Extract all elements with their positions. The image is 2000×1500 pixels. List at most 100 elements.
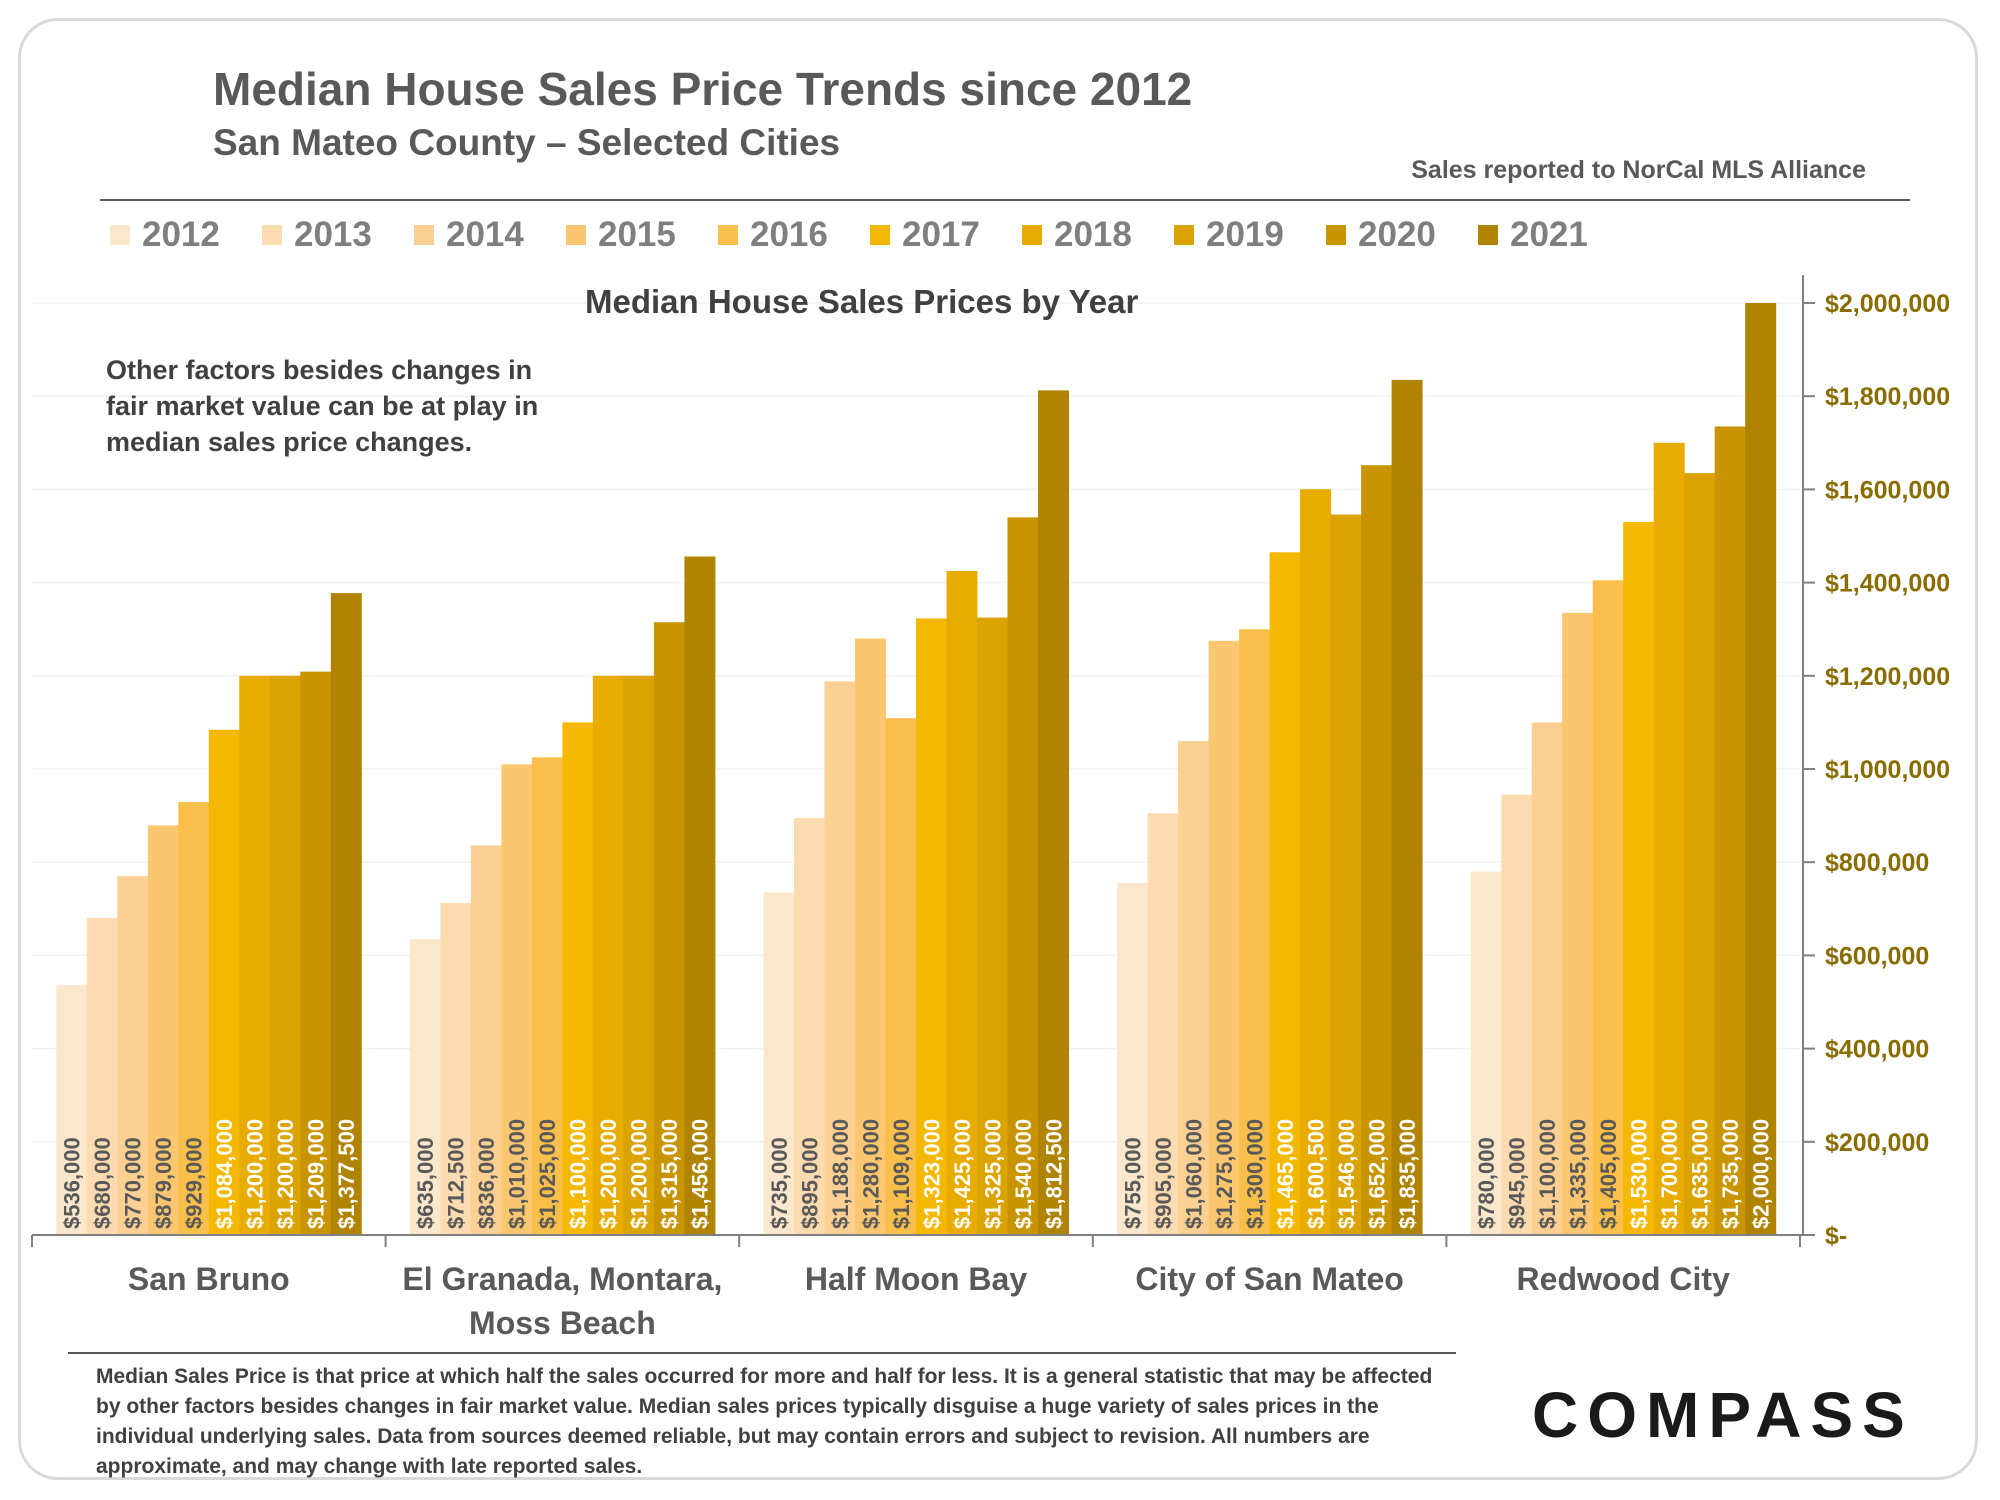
bar-2013 bbox=[1147, 813, 1179, 1235]
bar-value-label: $755,000 bbox=[1120, 1137, 1145, 1229]
bar-value-label: $635,000 bbox=[413, 1137, 438, 1229]
bar-value-label: $1,530,000 bbox=[1626, 1119, 1651, 1229]
legend-label: 2018 bbox=[1054, 215, 1132, 254]
bar-value-label: $1,200,000 bbox=[596, 1119, 621, 1229]
bar-value-label: $1,060,000 bbox=[1181, 1119, 1206, 1229]
bar-2012 bbox=[1470, 871, 1502, 1235]
bar-value-label: $1,025,000 bbox=[535, 1119, 560, 1229]
y-tick-label: $2,000,000 bbox=[1825, 290, 1950, 318]
bar-2017 bbox=[916, 618, 947, 1235]
bar-2017 bbox=[208, 729, 240, 1235]
bar-value-label: $1,010,000 bbox=[505, 1119, 530, 1229]
legend-swatch bbox=[1174, 225, 1194, 245]
bar-2015 bbox=[1562, 612, 1594, 1235]
category-label: City of San Mateo bbox=[1135, 1261, 1403, 1297]
y-tick-label: $- bbox=[1825, 1222, 1847, 1250]
bar-value-label: $929,000 bbox=[182, 1137, 207, 1229]
bar-value-label: $905,000 bbox=[1151, 1137, 1176, 1229]
page-subtitle: San Mateo County – Selected Cities bbox=[213, 122, 841, 163]
legend-item-2013: 2013 bbox=[262, 215, 414, 255]
bar-value-label: $1,200,000 bbox=[243, 1119, 268, 1229]
bar-value-label: $1,325,000 bbox=[980, 1119, 1005, 1229]
legend-swatch bbox=[1022, 225, 1042, 245]
bar-2013 bbox=[86, 918, 118, 1235]
page-title: Median House Sales Price Trends since 20… bbox=[213, 63, 1193, 115]
bar-2019 bbox=[269, 675, 301, 1235]
bar-2017 bbox=[1269, 552, 1301, 1235]
legend-swatch bbox=[566, 225, 586, 245]
legend-item-2021: 2021 bbox=[1478, 215, 1630, 255]
bar-value-label: $712,500 bbox=[444, 1137, 469, 1229]
legend-swatch bbox=[1478, 225, 1498, 245]
y-tick-label: $800,000 bbox=[1825, 849, 1929, 877]
chart-annotation: Other factors besides changes in fair ma… bbox=[106, 355, 539, 457]
bar-2014 bbox=[1531, 722, 1563, 1235]
bar-value-label: $780,000 bbox=[1474, 1137, 1499, 1229]
bar-2021 bbox=[1391, 379, 1423, 1235]
legend-swatch bbox=[718, 225, 738, 245]
bar-value-label: $1,635,000 bbox=[1687, 1119, 1712, 1229]
bar-value-label: $1,652,000 bbox=[1364, 1119, 1389, 1229]
bar-value-label: $1,300,000 bbox=[1242, 1119, 1267, 1229]
bar-2020 bbox=[1007, 517, 1039, 1235]
legend-label: 2014 bbox=[446, 215, 524, 254]
legend-item-2020: 2020 bbox=[1326, 215, 1478, 255]
y-tick-label: $400,000 bbox=[1825, 1036, 1929, 1064]
bar-2019 bbox=[977, 617, 1008, 1235]
bar-2018 bbox=[946, 570, 978, 1235]
bar-value-label: $1,100,000 bbox=[1535, 1119, 1560, 1229]
header-divider bbox=[100, 199, 1910, 201]
category-label: Redwood City bbox=[1517, 1261, 1731, 1297]
bar-2016 bbox=[178, 802, 210, 1235]
bar-2016 bbox=[885, 718, 917, 1235]
bar-2014 bbox=[117, 876, 149, 1235]
legend-item-2017: 2017 bbox=[870, 215, 1022, 255]
bar-value-label: $1,425,000 bbox=[950, 1119, 975, 1229]
legend-swatch bbox=[110, 225, 130, 245]
y-tick-label: $600,000 bbox=[1825, 942, 1929, 970]
bar-2014 bbox=[470, 845, 502, 1235]
bar-2019 bbox=[623, 675, 655, 1235]
footnote: Median Sales Price is that price at whic… bbox=[96, 1365, 1433, 1478]
legend-item-2016: 2016 bbox=[718, 215, 870, 255]
legend-label: 2017 bbox=[902, 215, 980, 254]
bar-2020 bbox=[1714, 426, 1746, 1235]
bar-value-label: $1,209,000 bbox=[304, 1119, 329, 1229]
bar-2012 bbox=[1117, 883, 1149, 1235]
legend-item-2012: 2012 bbox=[110, 215, 262, 255]
bar-value-label: $1,335,000 bbox=[1565, 1119, 1590, 1229]
bar-2017 bbox=[562, 722, 594, 1235]
bar-value-label: $1,188,000 bbox=[828, 1119, 853, 1229]
bar-2021 bbox=[330, 593, 362, 1235]
bar-2018 bbox=[239, 675, 271, 1235]
bar-value-label: $1,323,000 bbox=[919, 1119, 944, 1229]
category-label: Half Moon Bay bbox=[805, 1261, 1027, 1297]
bar-2013 bbox=[794, 817, 825, 1235]
bar-value-label: $945,000 bbox=[1504, 1137, 1529, 1229]
bar-2019 bbox=[1684, 473, 1716, 1236]
bar-value-label: $1,280,000 bbox=[858, 1119, 883, 1229]
bar-2018 bbox=[592, 675, 624, 1235]
bar-value-label: $680,000 bbox=[90, 1137, 115, 1229]
legend-label: 2020 bbox=[1358, 215, 1436, 254]
bar-2021 bbox=[1745, 303, 1777, 1235]
bar-2016 bbox=[1239, 629, 1271, 1235]
bar-value-label: $1,600,500 bbox=[1303, 1119, 1328, 1229]
y-tick-label: $1,600,000 bbox=[1825, 476, 1950, 504]
y-tick-label: $1,800,000 bbox=[1825, 383, 1950, 411]
bar-2015 bbox=[855, 638, 886, 1235]
compass-logo: COMPASS bbox=[1532, 1379, 1914, 1451]
legend-label: 2016 bbox=[750, 215, 828, 254]
bar-value-label: $1,315,000 bbox=[657, 1119, 682, 1229]
source-note: Sales reported to NorCal MLS Alliance bbox=[1411, 156, 1866, 184]
legend-item-2015: 2015 bbox=[566, 215, 718, 255]
bar-value-label: $770,000 bbox=[121, 1137, 146, 1229]
bar-2019 bbox=[1330, 514, 1362, 1235]
bar-2020 bbox=[653, 622, 685, 1235]
bar-2018 bbox=[1300, 489, 1332, 1235]
bar-value-label: $1,812,500 bbox=[1041, 1119, 1066, 1229]
legend-label: 2021 bbox=[1510, 215, 1588, 254]
bar-2014 bbox=[824, 681, 856, 1235]
legend-label: 2019 bbox=[1206, 215, 1284, 254]
